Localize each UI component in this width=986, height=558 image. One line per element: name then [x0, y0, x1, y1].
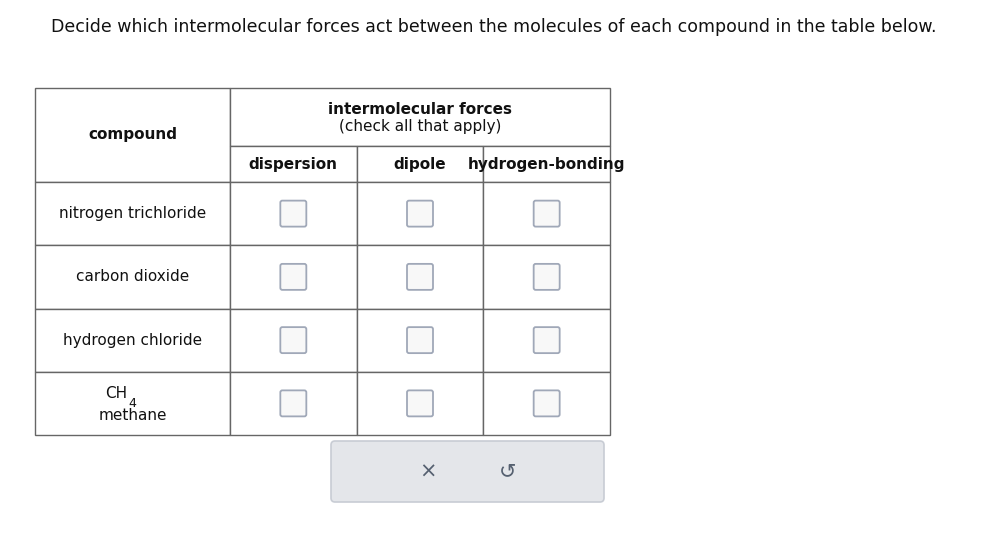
Bar: [35, 246, 230, 309]
Bar: [483, 182, 609, 246]
FancyBboxPatch shape: [406, 201, 433, 227]
Bar: [230, 182, 356, 246]
FancyBboxPatch shape: [280, 327, 306, 353]
Bar: [35, 88, 230, 182]
Text: dispersion: dispersion: [248, 156, 337, 171]
Text: dipole: dipole: [393, 156, 446, 171]
Text: methane: methane: [99, 408, 167, 423]
Text: carbon dioxide: carbon dioxide: [76, 270, 189, 285]
FancyBboxPatch shape: [533, 264, 559, 290]
Bar: [356, 146, 483, 182]
Text: hydrogen chloride: hydrogen chloride: [63, 333, 202, 348]
FancyBboxPatch shape: [280, 391, 306, 416]
Bar: [35, 372, 230, 435]
Bar: [356, 309, 483, 372]
Text: hydrogen-bonding: hydrogen-bonding: [467, 156, 625, 171]
FancyBboxPatch shape: [330, 441, 603, 502]
Text: 4: 4: [128, 397, 136, 410]
FancyBboxPatch shape: [533, 327, 559, 353]
Bar: [483, 246, 609, 309]
FancyBboxPatch shape: [406, 327, 433, 353]
Bar: [35, 309, 230, 372]
Text: nitrogen trichloride: nitrogen trichloride: [59, 206, 206, 221]
Bar: [356, 372, 483, 435]
Text: (check all that apply): (check all that apply): [338, 118, 501, 133]
Bar: [230, 88, 609, 146]
FancyBboxPatch shape: [406, 391, 433, 416]
Bar: [483, 372, 609, 435]
Bar: [230, 372, 356, 435]
Text: ×: ×: [418, 461, 436, 482]
Bar: [483, 146, 609, 182]
Text: compound: compound: [88, 127, 176, 142]
Bar: [230, 246, 356, 309]
FancyBboxPatch shape: [533, 201, 559, 227]
Bar: [35, 182, 230, 246]
FancyBboxPatch shape: [280, 264, 306, 290]
Bar: [356, 182, 483, 246]
Text: Decide which intermolecular forces act between the molecules of each compound in: Decide which intermolecular forces act b…: [50, 18, 936, 36]
FancyBboxPatch shape: [280, 201, 306, 227]
Bar: [230, 309, 356, 372]
Bar: [230, 146, 356, 182]
Bar: [483, 309, 609, 372]
Bar: [356, 246, 483, 309]
Text: ↺: ↺: [498, 461, 516, 482]
Text: CH: CH: [106, 386, 127, 401]
Text: intermolecular forces: intermolecular forces: [327, 103, 512, 118]
FancyBboxPatch shape: [533, 391, 559, 416]
FancyBboxPatch shape: [406, 264, 433, 290]
